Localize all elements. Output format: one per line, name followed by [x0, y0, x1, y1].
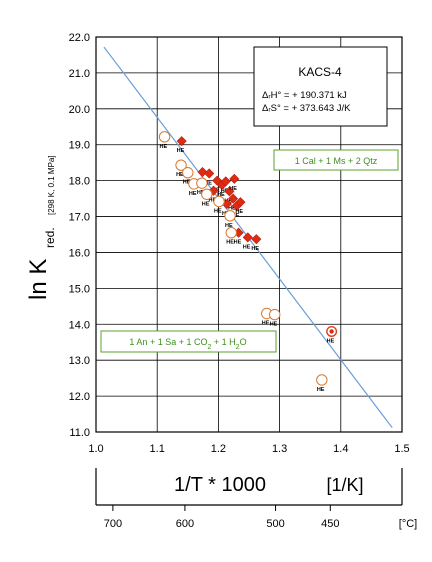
point-tag: HE [235, 209, 243, 215]
point-tag: HE [262, 321, 270, 327]
point-tag: HE [225, 223, 233, 229]
celsius-tick-label: 500 [266, 518, 284, 530]
tick-labels: 11.0 12.0 13.0 14.0 15.0 16.0 17.0 18.0 19.0 20.0… [69, 32, 410, 455]
data-point-filled [224, 186, 235, 197]
celsius-tick-label: 450 [321, 518, 339, 530]
annotation-lower: 1 An + 1 Sa + 1 CO2 + 1 H2O [100, 330, 277, 353]
legend-title: KACS-4 [298, 65, 342, 79]
y-tick-label: 17.0 [69, 212, 90, 224]
point-tag: HE [317, 387, 325, 393]
point-tag: HE [177, 148, 185, 154]
celsius-tick-label: 600 [176, 518, 194, 530]
point-tag: HE [209, 198, 217, 204]
legend-enthalpy: ΔᵣH° = + 190.371 kJ [262, 90, 347, 101]
point-tag: HE [202, 201, 210, 207]
plot-frame [95, 36, 403, 433]
y-tick-label: 13.0 [69, 355, 90, 367]
data-point-filled [220, 176, 231, 187]
point-tag: HE [234, 240, 242, 246]
x-axis-label: 1/T * 1000 [174, 474, 266, 496]
annotation-upper: 1 Cal + 1 Ms + 2 Qtz [273, 149, 399, 171]
y-tick-label: 19.0 [69, 140, 90, 152]
data-point-filled [204, 168, 215, 179]
y-axis-label: ln K red. [298 K, 0.1 MPa] [25, 155, 57, 300]
y-tick-label: 11.0 [69, 427, 90, 439]
data-point-open [201, 188, 213, 200]
x-axis-title-box: 1/T * 1000 [1/K] [95, 468, 403, 506]
y-tick-label: 16.0 [69, 247, 90, 259]
data-point-filled [176, 136, 187, 147]
point-tag: HE [189, 191, 197, 197]
data-point-double-core [329, 329, 334, 334]
data-point-open [224, 210, 236, 222]
point-tag: HE [232, 213, 240, 219]
y-tick-label: 12.0 [69, 391, 90, 403]
point-tag: HE [183, 180, 191, 186]
y-tick-label: 20.0 [69, 104, 90, 116]
data-point-filled [197, 166, 208, 178]
point-tag: HE [160, 144, 168, 150]
data-point-open [269, 308, 281, 321]
y-tick-label: 22.0 [69, 32, 90, 44]
data-point-filled [229, 173, 240, 184]
legend-box: KACS-4 ΔᵣH° = + 190.371 kJ ΔᵣS° = + 373.… [253, 46, 388, 127]
celsius-tick-label: 700 [104, 518, 122, 530]
y-tick-label: 18.0 [69, 176, 90, 188]
y-tick-label: 14.0 [69, 319, 90, 331]
annotation-upper-text: 1 Cal + 1 Ms + 2 Qtz [295, 156, 378, 166]
y-tick-label: 15.0 [69, 283, 90, 295]
point-tag: HE [229, 186, 237, 192]
data-point-filled [251, 234, 262, 245]
point-tag: HE [243, 244, 251, 250]
data-point-open [196, 177, 208, 189]
x-tick-label: 1.0 [88, 443, 103, 455]
point-tag: HE [176, 172, 184, 178]
x-tick-label: 1.3 [272, 443, 287, 455]
point-tag: HE [217, 192, 225, 198]
point-tag: HE [214, 208, 222, 214]
y-axis-label-main: ln K [25, 259, 52, 300]
data-point-open [175, 159, 187, 171]
celsius-scale: 700 600 500 450 [104, 505, 339, 530]
legend-entropy: ΔᵣS° = + 373.643 J/K [262, 103, 351, 114]
x-tick-label: 1.4 [333, 443, 348, 455]
y-axis-label-sub2: [298 K, 0.1 MPa] [47, 155, 56, 215]
data-point-open [182, 167, 194, 179]
x-tick-label: 1.5 [394, 443, 409, 455]
point-tag: HE [204, 180, 212, 186]
point-tag: HE [251, 246, 259, 252]
data-point-open [225, 227, 237, 239]
point-tag: HE [228, 206, 236, 212]
data-point-open [213, 195, 225, 208]
celsius-unit: [°C] [399, 518, 417, 530]
point-tag: HE [270, 322, 278, 328]
y-tick-label: 21.0 [69, 68, 90, 80]
data-point-open [158, 131, 171, 143]
point-tag: HE [327, 338, 335, 344]
x-axis-unit: [1/K] [326, 475, 363, 495]
y-axis-label-sub: red. [43, 227, 57, 248]
data-point-filled [242, 232, 253, 243]
point-tag: HE [197, 190, 205, 196]
x-tick-label: 1.2 [211, 443, 226, 455]
x-tick-label: 1.1 [150, 443, 165, 455]
data-point-filled [235, 197, 246, 208]
data-point-open [316, 374, 328, 386]
point-tag: HE [226, 240, 234, 246]
data-point-filled [228, 193, 239, 204]
